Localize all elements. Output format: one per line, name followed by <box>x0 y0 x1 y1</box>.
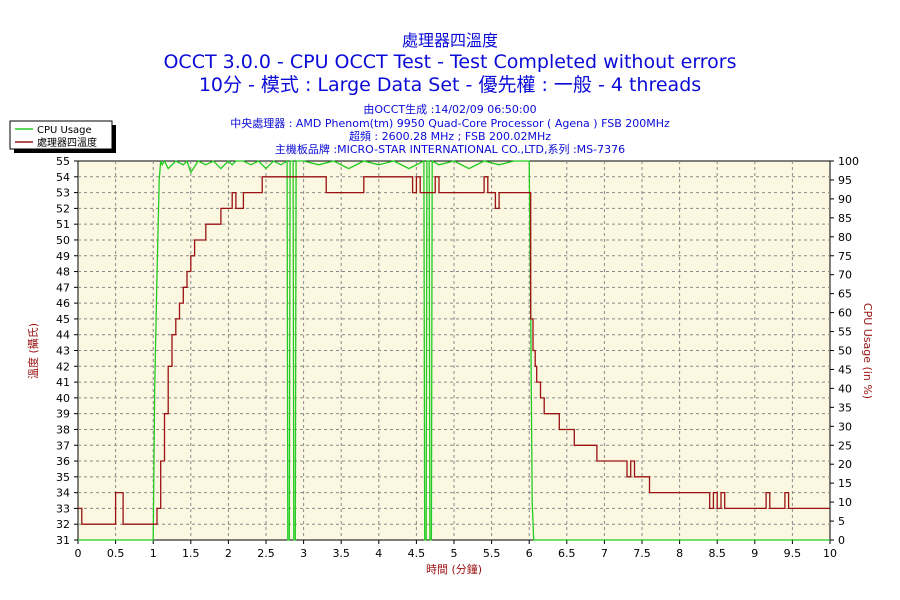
y-right-tick-label: 65 <box>838 288 852 301</box>
y-left-tick-label: 44 <box>56 329 70 342</box>
y-left-tick-label: 54 <box>56 171 70 184</box>
y-left-tick-label: 45 <box>56 313 70 326</box>
y-right-tick-label: 20 <box>838 458 852 471</box>
legend-label-temperature: 處理器四溫度 <box>37 136 97 149</box>
x-tick-label: 6 <box>526 547 533 560</box>
y-right-tick-label: 5 <box>838 515 845 528</box>
y-left-tick-label: 48 <box>56 266 70 279</box>
x-tick-label: 5.5 <box>483 547 501 560</box>
x-tick-label: 4 <box>375 547 382 560</box>
x-tick-label: 0 <box>75 547 82 560</box>
y-right-tick-label: 10 <box>838 496 852 509</box>
y-axis-left-label: 溫度 (攝氏) <box>26 323 40 379</box>
x-axis-label: 時間 (分鐘) <box>426 562 482 576</box>
y-axis-right-label: CPU Usage (in %) <box>861 303 874 399</box>
x-tick-label: 0.5 <box>107 547 125 560</box>
y-right-tick-label: 70 <box>838 269 852 282</box>
info-board: 主機板品牌 :MICRO-STAR INTERNATIONAL CO.,LTD,… <box>275 142 625 156</box>
y-left-tick-label: 35 <box>56 471 70 484</box>
y-left-tick-label: 47 <box>56 281 70 294</box>
series-layer <box>78 159 830 541</box>
x-tick-label: 7.5 <box>633 547 651 560</box>
y-left-tick-label: 50 <box>56 234 70 247</box>
y-right-tick-label: 0 <box>838 534 845 547</box>
x-tick-label: 2 <box>225 547 232 560</box>
chart-title-sub: 10分 - 模式 : Large Data Set - 優先權 : 一般 - 4… <box>199 74 701 96</box>
y-left-tick-label: 32 <box>56 518 70 531</box>
x-tick-label: 3.5 <box>332 547 350 560</box>
x-tick-label: 1.5 <box>182 547 200 560</box>
y-right-tick-label: 85 <box>838 212 852 225</box>
y-right-tick-label: 40 <box>838 382 852 395</box>
series-line-temperature <box>78 176 830 525</box>
x-tick-label: 4.5 <box>408 547 426 560</box>
y-left-tick-label: 40 <box>56 392 70 405</box>
y-left-tick-label: 51 <box>56 218 70 231</box>
x-tick-label: 10 <box>823 547 837 560</box>
y-right-tick-label: 25 <box>838 439 852 452</box>
series-line-cpu-usage <box>78 159 830 541</box>
x-tick-label: 9 <box>751 547 758 560</box>
y-right-tick-label: 35 <box>838 401 852 414</box>
y-left-tick-label: 42 <box>56 360 70 373</box>
x-tick-label: 5 <box>451 547 458 560</box>
y-left-tick-label: 38 <box>56 423 70 436</box>
y-left-tick-label: 33 <box>56 502 70 515</box>
info-cpu: 中央處理器 : AMD Phenom(tm) 9950 Quad-Core Pr… <box>230 116 670 130</box>
chart-title-top: 處理器四溫度 <box>402 31 498 50</box>
y-left-tick-label: 46 <box>56 297 70 310</box>
y-right-tick-label: 45 <box>838 363 852 376</box>
y-right-tick-label: 90 <box>838 193 852 206</box>
y-left-tick-label: 49 <box>56 250 70 263</box>
y-left-tick-label: 36 <box>56 455 70 468</box>
legend: CPU Usage 處理器四溫度 <box>9 120 116 153</box>
x-tick-label: 2.5 <box>257 547 275 560</box>
y-left-tick-label: 41 <box>56 376 70 389</box>
y-left-tick-label: 53 <box>56 187 70 200</box>
axes: 0 0.5 1 1.5 2 2.5 3 3.5 4 4.5 5 5.5 6 6.5 7 7.5 8 8.5 9 9.5… <box>56 155 859 560</box>
legend-label-cpu-usage: CPU Usage <box>37 125 92 136</box>
y-left-tick-label: 31 <box>56 534 70 547</box>
y-right-tick-label: 60 <box>838 307 852 320</box>
y-right-tick-label: 75 <box>838 250 852 263</box>
x-tick-label: 9.5 <box>784 547 802 560</box>
y-right-tick-label: 95 <box>838 174 852 187</box>
y-left-tick-label: 34 <box>56 487 70 500</box>
info-generated: 由OCCT生成 :14/02/09 06:50:00 <box>363 102 536 116</box>
x-tick-label: 7 <box>601 547 608 560</box>
y-right-tick-label: 15 <box>838 477 852 490</box>
y-right-tick-label: 55 <box>838 326 852 339</box>
y-right-tick-label: 80 <box>838 231 852 244</box>
x-tick-label: 1 <box>150 547 157 560</box>
y-left-tick-label: 55 <box>56 155 70 168</box>
y-left-tick-label: 43 <box>56 345 70 358</box>
y-right-tick-label: 50 <box>838 345 852 358</box>
x-tick-label: 6.5 <box>558 547 576 560</box>
y-left-tick-label: 52 <box>56 202 70 215</box>
x-tick-label: 8.5 <box>708 547 726 560</box>
legend-box <box>9 120 113 150</box>
x-tick-label: 3 <box>300 547 307 560</box>
info-clock: 超頻 : 2600.28 MHz ; FSB 200.02MHz <box>349 129 551 143</box>
x-tick-label: 8 <box>676 547 683 560</box>
y-left-tick-label: 37 <box>56 439 70 452</box>
y-right-tick-label: 30 <box>838 420 852 433</box>
y-left-tick-label: 39 <box>56 408 70 421</box>
y-right-tick-label: 100 <box>838 155 859 168</box>
chart-title-main: OCCT 3.0.0 - CPU OCCT Test - Test Comple… <box>163 51 736 73</box>
